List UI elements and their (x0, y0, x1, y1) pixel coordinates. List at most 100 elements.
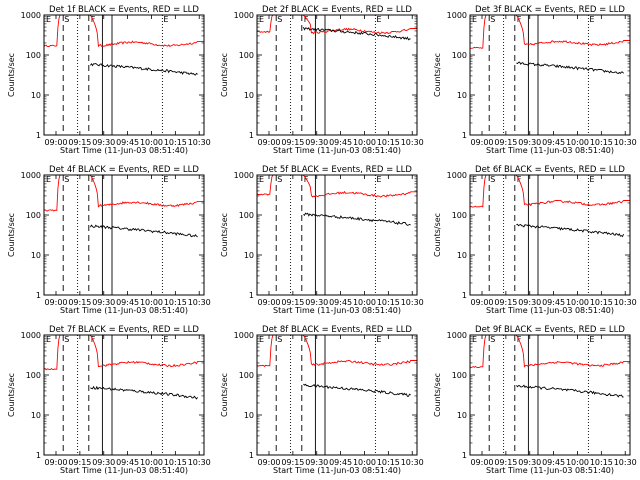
y-tick-label: 100 (26, 51, 41, 60)
x-tick-label: 10:30 (401, 138, 424, 147)
plot-frame (256, 14, 418, 136)
marker-label: E (46, 15, 51, 24)
marker-label: E (472, 15, 477, 24)
panel-2: Det 2f BLACK = Events, RED = LLD Counts/s… (220, 5, 424, 155)
x-tick-label: 09:45 (329, 458, 352, 467)
series-events (516, 61, 624, 75)
panel-4: Det 4f BLACK = Events, RED = LLD Counts/s… (7, 165, 211, 315)
y-axis-label: Counts/sec (433, 373, 442, 417)
series-events (90, 224, 198, 238)
x-tick-label: 09:00 (257, 298, 280, 307)
x-tick-label: 10:00 (353, 458, 376, 467)
y-tick-label: 10 (31, 251, 41, 260)
x-tick-label: 09:00 (470, 298, 493, 307)
x-tick-label: 09:45 (329, 138, 352, 147)
x-tick-label: 10:00 (140, 138, 163, 147)
y-tick-label: 100 (239, 371, 254, 380)
series-events (516, 223, 625, 238)
x-tick-label: 09:15 (494, 458, 517, 467)
y-tick-label: 100 (452, 51, 467, 60)
marker-label: E (376, 175, 381, 184)
x-tick-label: 09:15 (68, 298, 91, 307)
x-axis-label: Start Time (11-Jun-03 08:51:40) (273, 306, 401, 315)
series-events (90, 385, 198, 400)
y-tick-label: 100 (239, 51, 254, 60)
x-tick-label: 09:00 (470, 138, 493, 147)
marker-label: F (304, 15, 309, 24)
x-tick-label: 09:00 (44, 138, 67, 147)
x-tick-label: 10:00 (140, 298, 163, 307)
x-tick-label: 10:00 (566, 458, 589, 467)
x-tick-label: 09:00 (44, 458, 67, 467)
marker-label: S (64, 335, 69, 344)
y-tick-label: 1000 (447, 171, 467, 180)
y-tick-label: 1000 (447, 11, 467, 20)
marker-label: E (589, 175, 594, 184)
x-tick-label: 09:30 (518, 458, 541, 467)
marker-label: S (64, 175, 69, 184)
y-tick-label: 10 (457, 411, 467, 420)
marker-label: S (490, 175, 495, 184)
x-axis-label: Start Time (11-Jun-03 08:51:40) (486, 306, 614, 315)
y-tick-label: 10 (31, 411, 41, 420)
x-tick-label: 09:30 (518, 138, 541, 147)
x-tick-label: 09:00 (257, 458, 280, 467)
y-tick-label: 1 (462, 131, 467, 140)
marker-label: E (376, 335, 381, 344)
x-tick-label: 09:45 (116, 298, 139, 307)
series-events (516, 384, 624, 398)
y-axis-label: Counts/sec (220, 53, 229, 97)
x-tick-label: 10:15 (590, 298, 613, 307)
x-tick-label: 10:30 (614, 298, 637, 307)
x-tick-label: 09:45 (542, 298, 565, 307)
plot-frame (469, 334, 631, 456)
x-tick-label: 09:45 (542, 138, 565, 147)
marker-label: S (277, 335, 282, 344)
marker-label: E (589, 335, 594, 344)
plot-frame (469, 174, 631, 296)
x-axis-label: Start Time (11-Jun-03 08:51:40) (60, 466, 188, 475)
x-axis-label: Start Time (11-Jun-03 08:51:40) (60, 146, 188, 155)
x-tick-label: 10:00 (140, 458, 163, 467)
panel-6: Det 6f BLACK = Events, RED = LLD Counts/s… (433, 165, 637, 315)
x-tick-label: 10:15 (377, 458, 400, 467)
x-tick-label: 10:00 (566, 138, 589, 147)
y-tick-label: 1 (249, 291, 254, 300)
y-tick-label: 1 (249, 451, 254, 460)
x-tick-label: 09:30 (518, 298, 541, 307)
x-tick-label: 09:15 (68, 138, 91, 147)
x-tick-label: 09:45 (542, 458, 565, 467)
x-tick-label: 10:00 (353, 138, 376, 147)
series-events (303, 383, 411, 397)
x-tick-label: 10:30 (614, 458, 637, 467)
marker-label: E (163, 15, 168, 24)
marker-label: E (163, 335, 168, 344)
x-tick-label: 10:00 (566, 298, 589, 307)
x-tick-label: 09:30 (305, 458, 328, 467)
marker-label: S (490, 335, 495, 344)
y-tick-label: 1 (249, 131, 254, 140)
panel-title: Det 1f BLACK = Events, RED = LLD (49, 5, 199, 15)
series-events (303, 212, 411, 226)
x-tick-label: 09:30 (92, 298, 115, 307)
x-tick-label: 10:30 (188, 138, 211, 147)
x-tick-label: 09:15 (494, 138, 517, 147)
x-axis-label: Start Time (11-Jun-03 08:51:40) (486, 466, 614, 475)
y-tick-label: 1 (36, 131, 41, 140)
x-tick-label: 09:00 (470, 458, 493, 467)
panel-title: Det 7f BLACK = Events, RED = LLD (49, 325, 199, 335)
y-tick-label: 1000 (234, 171, 254, 180)
x-tick-label: 10:15 (164, 298, 187, 307)
x-tick-label: 09:30 (92, 458, 115, 467)
x-tick-label: 09:30 (305, 138, 328, 147)
y-tick-label: 1000 (234, 11, 254, 20)
panel-1: Det 1f BLACK = Events, RED = LLD Counts/s… (7, 5, 211, 155)
x-tick-label: 10:30 (188, 458, 211, 467)
x-tick-label: 09:45 (116, 138, 139, 147)
y-tick-label: 1000 (21, 11, 41, 20)
plot-frame (43, 174, 205, 296)
marker-label: E (259, 175, 264, 184)
y-tick-label: 1 (462, 291, 467, 300)
x-tick-label: 09:45 (116, 458, 139, 467)
